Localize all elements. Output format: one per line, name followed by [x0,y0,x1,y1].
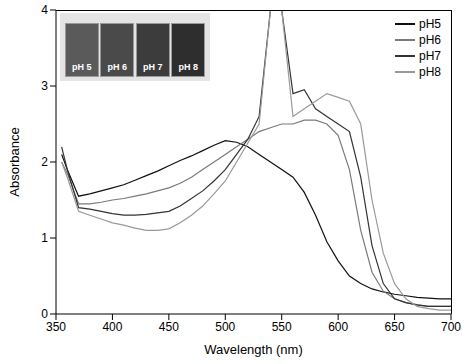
html-text:pH 7: pH 7 [143,62,163,72]
svg-text:2: 2 [41,155,48,169]
html-text:pH8: pH8 [419,65,441,79]
svg-text:450: 450 [159,320,179,334]
svg-text:350: 350 [46,320,66,334]
svg-text:650: 650 [385,320,405,334]
html-text:pH7: pH7 [419,49,441,63]
svg-text:Wavelength (nm): Wavelength (nm) [204,342,303,357]
svg-text:0: 0 [41,307,48,321]
svg-text:4: 4 [41,3,48,17]
html-text:pH6: pH6 [419,33,441,47]
html-text:pH 6: pH 6 [107,62,127,72]
svg-text:1: 1 [41,231,48,245]
svg-text:400: 400 [102,320,122,334]
svg-text:700: 700 [441,320,461,334]
svg-text:3: 3 [41,79,48,93]
html-text:pH5: pH5 [419,17,441,31]
svg-text:500: 500 [215,320,235,334]
svg-text:Absorbance: Absorbance [7,127,22,196]
svg-text:550: 550 [272,320,292,334]
svg-text:600: 600 [328,320,348,334]
html-text:pH 8: pH 8 [178,62,198,72]
html-text:pH 5: pH 5 [72,62,92,72]
